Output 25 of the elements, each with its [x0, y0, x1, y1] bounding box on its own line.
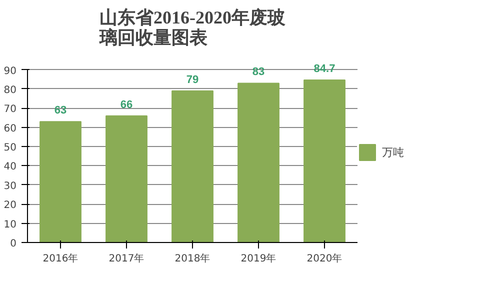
legend-label: 万吨: [382, 146, 404, 160]
y-tick-label: 60: [4, 123, 17, 134]
y-tick-label: 70: [4, 104, 17, 116]
x-tick-label: 2019年: [240, 252, 276, 264]
bar: [40, 121, 82, 242]
data-label: 66: [120, 98, 133, 111]
bar: [304, 79, 346, 242]
bar: [172, 90, 214, 242]
y-tick-label: 50: [4, 142, 17, 154]
y-tick-label: 80: [4, 84, 17, 96]
y-tick-label: 10: [4, 219, 17, 230]
chart-title: 山东省2016-2020年废玻璃回收量图表: [98, 8, 286, 48]
data-label: 83: [252, 66, 265, 78]
x-tick-label: 2016年: [42, 252, 78, 264]
bar: [106, 115, 148, 242]
y-tick-label: 0: [10, 238, 17, 250]
data-label: 79: [186, 74, 199, 86]
x-tick-label: 2020年: [306, 252, 342, 264]
x-tick-label: 2018年: [174, 252, 210, 264]
y-tick-label: 90: [4, 66, 17, 77]
y-tick-label: 40: [4, 162, 17, 173]
bar: [238, 82, 280, 242]
y-tick-label: 30: [4, 180, 17, 192]
y-tick-label: 20: [4, 200, 17, 212]
x-tick-label: 2017年: [108, 252, 144, 264]
